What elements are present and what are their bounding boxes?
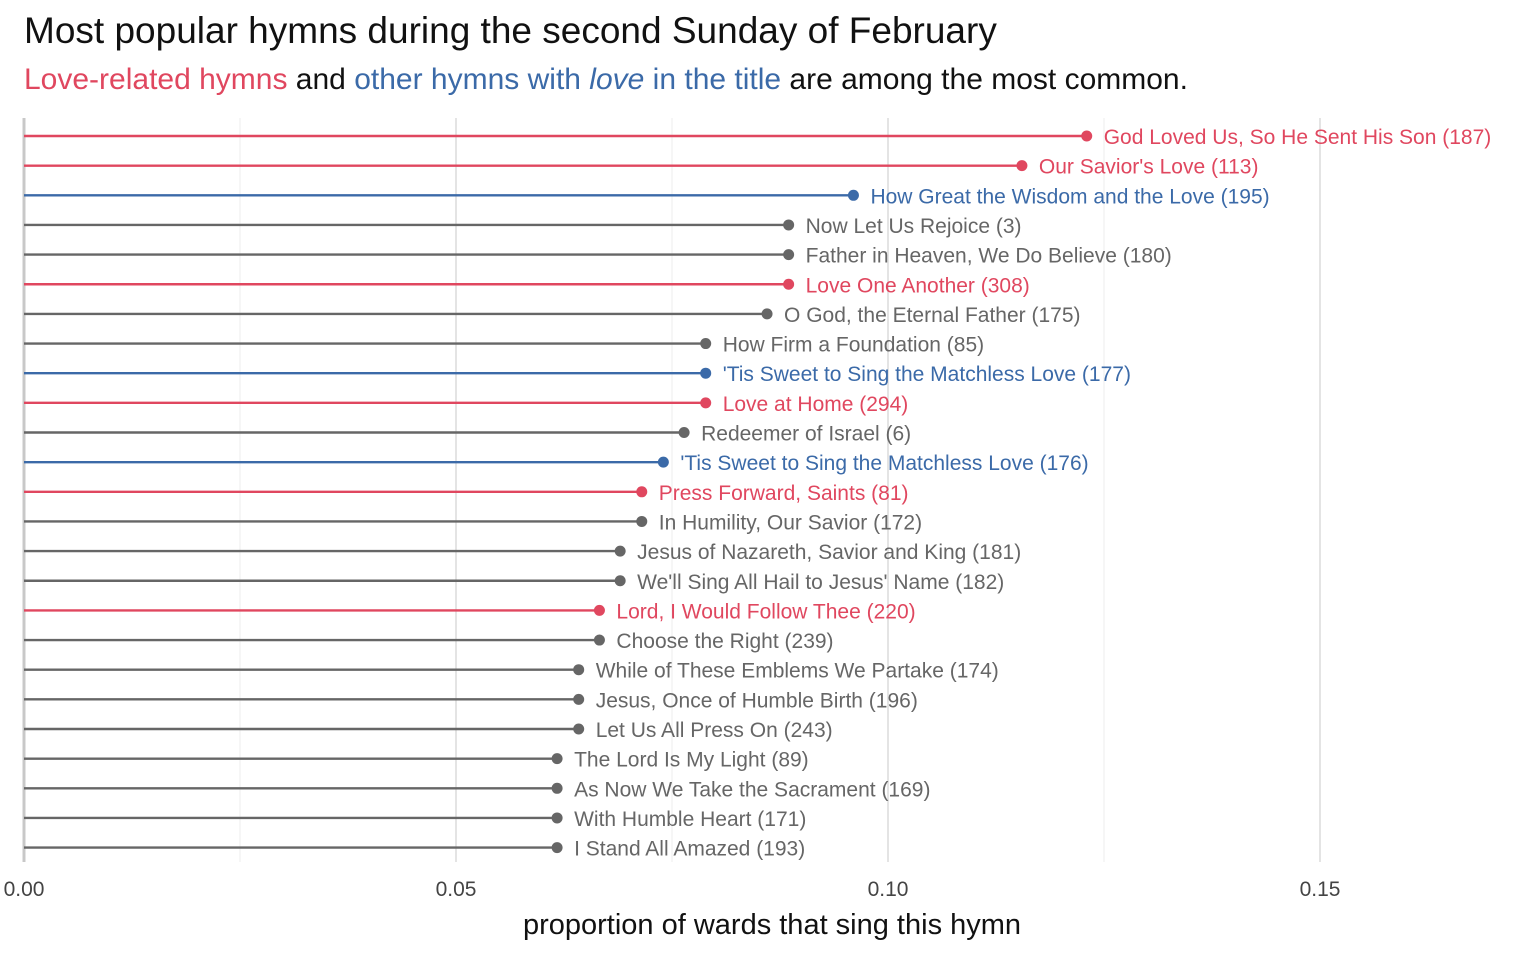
lollipop-dot <box>678 427 690 438</box>
hymn-label: In Humility, Our Savior (172) <box>659 511 922 534</box>
lollipop-dot <box>593 604 605 616</box>
x-tick-label: 0.10 <box>868 878 909 901</box>
hymn-label: How Great the Wisdom and the Love (195) <box>870 185 1269 208</box>
chart-title: Most popular hymns during the second Sun… <box>24 10 997 51</box>
subtitle-connector: and <box>287 63 355 96</box>
lollipop-dot <box>551 753 563 765</box>
lollipop-dot <box>551 842 563 854</box>
hymn-label: I Stand All Amazed (193) <box>574 838 805 861</box>
hymn-label: 'Tis Sweet to Sing the Matchless Love (1… <box>680 452 1088 475</box>
subtitle-love-related: Love-related hymns <box>24 63 288 96</box>
subtitle-love-word: love <box>589 63 645 96</box>
hymn-label: Jesus of Nazareth, Savior and King (181) <box>637 541 1021 564</box>
lollipop-dot <box>636 486 648 498</box>
hymn-label: Let Us All Press On (243) <box>596 719 833 742</box>
subtitle-love-in-title: other hymns with <box>354 63 590 96</box>
lollipop-dot <box>1016 160 1028 172</box>
lollipop-dot <box>783 219 795 231</box>
lollipop-dot <box>783 249 795 261</box>
hymn-label: Jesus, Once of Humble Birth (196) <box>596 689 918 712</box>
chart-subtitle: Love-related hymns and other hymns with … <box>24 63 1188 97</box>
hymn-label: Love at Home (294) <box>723 393 909 416</box>
lollipop-dot <box>551 782 563 794</box>
lollipop-dot <box>551 812 563 824</box>
lollipop-dot <box>657 456 669 468</box>
x-tick-label: 0.15 <box>1300 878 1341 901</box>
x-tick-label: 0.05 <box>436 878 477 901</box>
hymn-label: Redeemer of Israel (6) <box>701 423 911 446</box>
hymn-label: The Lord Is My Light (89) <box>574 749 809 772</box>
hymn-label: Lord, I Would Follow Thee (220) <box>616 600 915 623</box>
hymn-label: Our Savior's Love (113) <box>1039 156 1259 179</box>
x-axis-label: proportion of wards that sing this hymn <box>523 909 1021 941</box>
hymn-label: How Firm a Foundation (85) <box>723 334 984 357</box>
hymn-label: Father in Heaven, We Do Believe (180) <box>806 245 1172 268</box>
lollipop-dot <box>573 664 585 676</box>
lollipop-dot <box>573 693 585 705</box>
hymn-label: As Now We Take the Sacrament (169) <box>574 778 930 801</box>
hymn-label: 'Tis Sweet to Sing the Matchless Love (1… <box>723 363 1131 386</box>
lollipop-dot <box>593 634 605 646</box>
x-tick-label: 0.00 <box>4 878 45 901</box>
lollipop-dot <box>1081 130 1093 142</box>
hymn-label: While of These Emblems We Partake (174) <box>596 660 999 683</box>
lollipop-dot <box>700 338 712 350</box>
hymn-label: Now Let Us Rejoice (3) <box>806 215 1022 238</box>
lollipop-dot <box>573 723 585 735</box>
hymn-label: God Loved Us, So He Sent His Son (187) <box>1104 126 1492 149</box>
lollipop-dot <box>847 189 859 201</box>
hymn-label: O God, the Eternal Father (175) <box>784 304 1080 327</box>
hymn-label: With Humble Heart (171) <box>574 808 806 831</box>
lollipop-dot <box>700 367 712 379</box>
lollipop-dot <box>783 278 795 290</box>
lollipop-dot <box>636 515 648 527</box>
lollipop-dot <box>614 545 626 557</box>
hymn-label: Press Forward, Saints (81) <box>659 482 909 505</box>
lollipop-dot <box>614 575 626 587</box>
hymn-label: Love One Another (308) <box>806 274 1030 297</box>
lollipop-dot <box>761 308 773 320</box>
hymn-label: We'll Sing All Hail to Jesus' Name (182) <box>637 571 1004 594</box>
lollipop-dot <box>700 397 712 409</box>
subtitle-in-title: in the title <box>644 63 782 96</box>
subtitle-ending: are among the most common. <box>781 63 1188 96</box>
hymn-label: Choose the Right (239) <box>616 630 833 653</box>
